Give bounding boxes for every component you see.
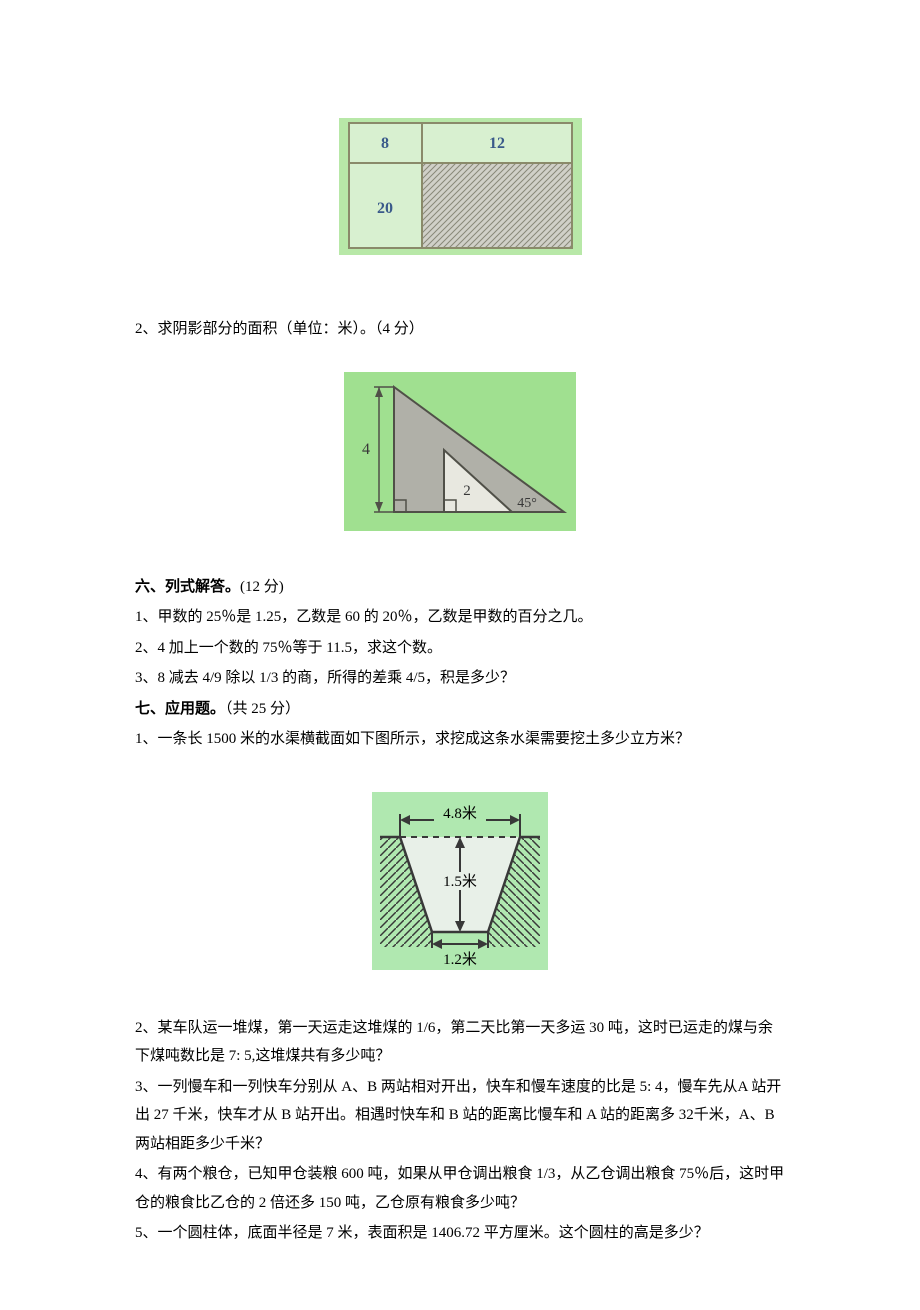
section7-header: 七、应用题。 <box>135 701 225 717</box>
fig3-label-mid: 1.5米 <box>443 873 477 890</box>
section7-item5: 5、一个圆柱体，底面半径是 7 米，表面积是 1406.72 平方厘米。这个圆柱… <box>135 1219 785 1248</box>
figure1-rectangle-diagram: 8 12 20 <box>339 118 582 255</box>
section6-item2: 2、4 加上一个数的 75％等于 11.5，求这个数。 <box>135 634 785 663</box>
fig3-label-bottom: 1.2米 <box>443 951 477 968</box>
fig2-label-4: 4 <box>362 441 370 458</box>
fig1-label-12: 12 <box>489 135 505 152</box>
section6-item3: 3、8 减去 4/9 除以 1/3 的商，所得的差乘 4/5，积是多少？ <box>135 664 785 693</box>
section7-points: （共 25 分） <box>225 701 300 717</box>
section6-item1: 1、甲数的 25％是 1.25，乙数是 60 的 20％，乙数是甲数的百分之几。 <box>135 603 785 632</box>
section7-item3: 3、一列慢车和一列快车分别从 A、B 两站相对开出，快车和慢车速度的比是 5: … <box>135 1073 785 1159</box>
figure1-container: 8 12 20 <box>135 118 785 255</box>
section7-item2: 2、某车队运一堆煤，第一天运走这堆煤的 1/6，第二天比第一天多运 30 吨，这… <box>135 1014 785 1071</box>
section7-header-line: 七、应用题。（共 25 分） <box>135 695 785 724</box>
section7-item4: 4、有两个粮仓，已知甲仓装粮 600 吨，如果从甲仓调出粮食 1/3，从乙仓调出… <box>135 1160 785 1217</box>
section6-header-line: 六、列式解答。(12 分) <box>135 573 785 602</box>
section6-points: (12 分) <box>240 579 284 595</box>
question2-text: 2、求阴影部分的面积（单位：米）。（4 分） <box>135 315 785 344</box>
fig2-label-2: 2 <box>463 483 471 499</box>
page-content: 8 12 20 2、求阴影部分的面积（单位：米）。（4 分） 4 2 45° 六… <box>0 0 920 1310</box>
fig3-label-top: 4.8米 <box>443 805 477 822</box>
figure2-container: 4 2 45° <box>135 372 785 531</box>
fig1-label-8: 8 <box>381 135 389 152</box>
figure2-triangle-diagram: 4 2 45° <box>344 372 576 531</box>
fig1-label-20: 20 <box>377 200 393 217</box>
section7-item1: 1、一条长 1500 米的水渠横截面如下图所示，求挖成这条水渠需要挖土多少立方米… <box>135 725 785 754</box>
section6-header: 六、列式解答。 <box>135 579 240 595</box>
fig2-label-45: 45° <box>517 496 537 511</box>
figure3-container: 4.8米 1.5米 1.2米 <box>135 792 785 970</box>
figure3-trapezoid-diagram: 4.8米 1.5米 1.2米 <box>372 792 548 970</box>
